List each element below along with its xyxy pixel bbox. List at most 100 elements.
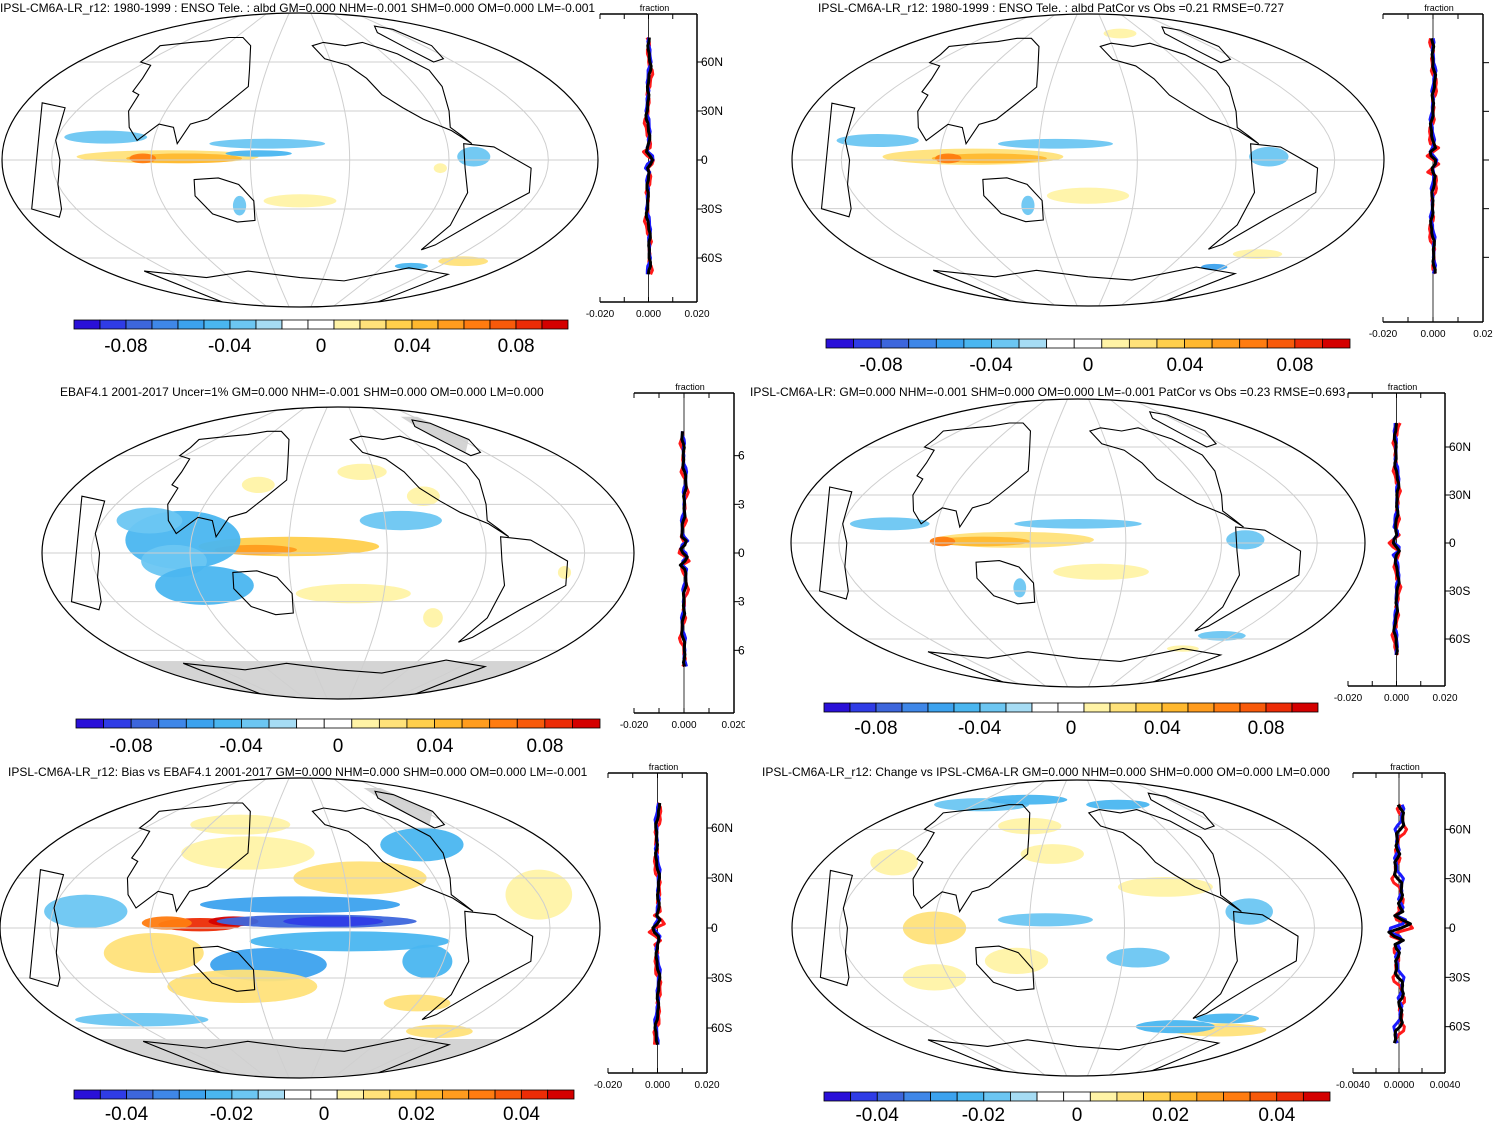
colorbar-box	[268, 718, 298, 729]
zonal-lat-label: 0	[701, 153, 708, 167]
colorbar-box	[1266, 338, 1296, 349]
anomaly-patch	[931, 153, 1047, 164]
zonal-mean-plot: fraction -0.020 0.000 0.02	[1369, 3, 1493, 340]
zonal-x-tick-label: -0.020	[1369, 329, 1398, 340]
colorbar-box	[1046, 338, 1075, 349]
colorbar-label: 0.08	[1276, 355, 1313, 375]
colorbar-box	[823, 702, 851, 713]
zonal-x-tick-label: 0.000	[645, 1080, 670, 1091]
colorbar-box	[389, 1089, 417, 1100]
coastline	[933, 266, 1238, 306]
colorbar-box	[935, 338, 965, 349]
longitude-line	[310, 13, 351, 307]
longitude-line	[1029, 399, 1069, 687]
colorbar-box	[850, 1091, 878, 1102]
anomaly-patch	[849, 517, 930, 531]
colorbar-box	[1223, 1091, 1251, 1102]
colorbar-box	[241, 718, 270, 729]
anomaly-patch	[1249, 147, 1289, 167]
colorbar-label: 0.04	[416, 736, 453, 755]
anomaly-patch	[241, 476, 275, 493]
anomaly-patch	[457, 146, 491, 167]
anomaly-patch	[870, 849, 918, 876]
anomaly-patch	[1053, 563, 1149, 580]
colorbar-box	[1239, 338, 1268, 349]
colorbar-box	[875, 702, 903, 713]
coastline	[183, 659, 488, 699]
map-area	[791, 399, 1365, 687]
zonal-lat-label: 60S	[1449, 1020, 1470, 1034]
colorbar-box	[385, 319, 413, 330]
anomaly-patch	[1103, 28, 1137, 39]
missing-data-region	[0, 1039, 600, 1078]
colorbar-label: -0.08	[109, 736, 152, 755]
colorbar-box	[231, 1089, 259, 1100]
longitude-line	[933, 780, 1047, 1076]
coastline	[192, 945, 256, 992]
colorbar-label: -0.04	[219, 736, 263, 755]
anomaly-patch	[359, 510, 442, 531]
colorbar-box	[1057, 702, 1085, 713]
longitude-line	[189, 407, 307, 699]
coastline	[975, 560, 1036, 605]
anomaly-patch	[1021, 195, 1035, 216]
coastline	[819, 869, 854, 987]
anomaly-patch	[1014, 519, 1142, 529]
anomaly-patch	[1086, 799, 1150, 810]
colorbar-box	[378, 718, 408, 729]
colorbar-label: -0.04	[105, 1104, 149, 1124]
coastline	[193, 177, 256, 223]
longitude-line	[249, 13, 290, 307]
colorbar-box	[177, 319, 205, 330]
zonal-lat-label: 60N	[1449, 822, 1471, 836]
zonal-mean-plot: fraction -0.020 0.000 0.020 60N 30N 0 30S 60S	[1334, 382, 1471, 704]
coastline	[458, 536, 569, 643]
colorbar-label: 0.02	[398, 1104, 435, 1124]
zonal-unit-label: fraction	[1388, 382, 1418, 392]
colorbar-box	[1161, 702, 1189, 713]
anomaly-patch	[406, 1024, 473, 1038]
colorbar-box	[151, 319, 179, 330]
colorbar-box	[489, 718, 518, 729]
zonal-mean-plot: fraction -0.020 0.000 0.020 60N 30N 0 30S 60S	[594, 762, 733, 1091]
colorbar-label: 0	[1066, 718, 1077, 739]
colorbar-label: 0.04	[1258, 1105, 1295, 1124]
colorbar-label: -0.02	[210, 1104, 253, 1124]
zonal-lat-label: 60S	[1449, 632, 1470, 646]
anomaly-patch	[1197, 631, 1246, 641]
zonal-x-tick-label: 0.000	[671, 720, 696, 731]
longitude-line	[51, 13, 247, 307]
coastline	[1192, 910, 1299, 1019]
panel-3: EBAF4.1 2001-2017 Uncer=1% GM=0.000 NHM=…	[0, 380, 745, 755]
zonal-unit-label: fraction	[649, 762, 679, 772]
map-border	[791, 13, 1385, 307]
colorbar-label: 0.02	[1152, 1105, 1189, 1124]
colorbar-box	[103, 718, 132, 729]
zonal-lat-label: 60N	[1449, 440, 1471, 454]
panel-title: EBAF4.1 2001-2017 Uncer=1% GM=0.000 NHM=…	[60, 385, 544, 399]
coastline	[29, 868, 65, 988]
colorbar-box	[547, 1089, 575, 1100]
anomaly-patch	[155, 565, 254, 605]
colorbar-label: -0.08	[104, 336, 147, 357]
coastline	[311, 41, 473, 145]
colorbar: -0.04 -0.02 0 0.02 0.04	[823, 1091, 1331, 1124]
zonal-lat-label: 0	[1449, 536, 1456, 550]
colorbar-box	[515, 319, 543, 330]
coastline	[912, 422, 1032, 529]
colorbar-box	[310, 1089, 338, 1100]
zonal-x-tick-label: -0.020	[594, 1080, 623, 1091]
anomaly-patch	[167, 969, 318, 1003]
zonal-x-tick-label: 0.000	[1384, 693, 1409, 704]
coastline	[311, 807, 474, 912]
anomaly-patch	[75, 1013, 209, 1027]
longitude-line	[353, 13, 549, 307]
colorbar-box	[908, 338, 937, 349]
longitude-line	[939, 14, 1057, 306]
colorbar-box	[903, 1091, 931, 1102]
anomaly-patch	[200, 896, 400, 913]
colorbar-box	[178, 1089, 206, 1100]
colorbar-box	[1101, 338, 1130, 349]
anomaly-patch	[423, 608, 443, 628]
